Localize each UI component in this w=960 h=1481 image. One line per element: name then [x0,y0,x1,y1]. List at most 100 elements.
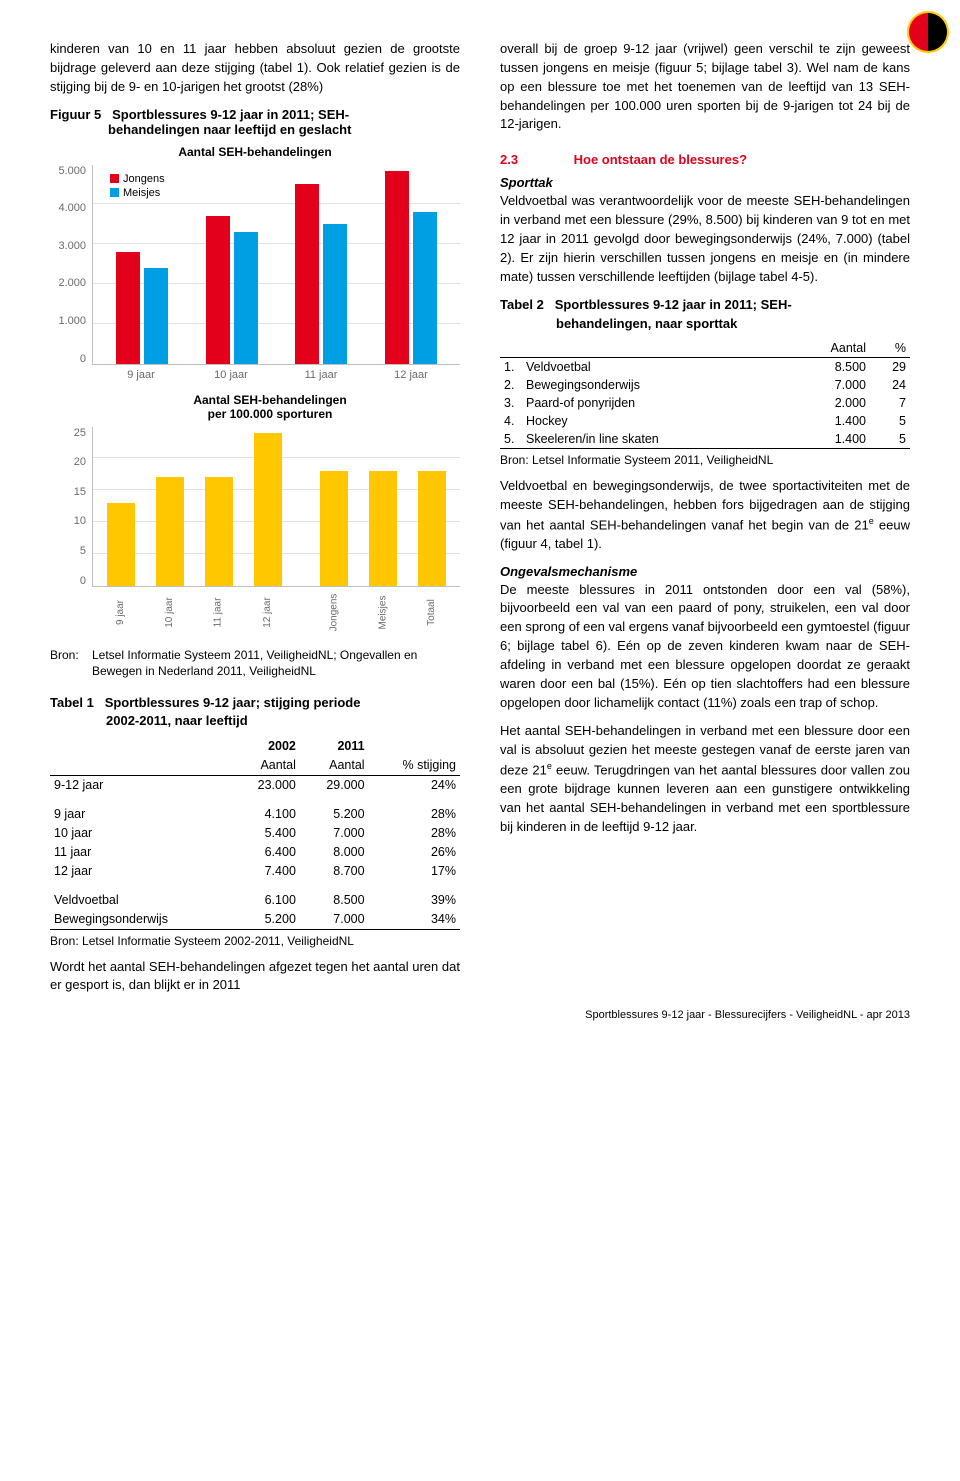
ytick: 5 [80,545,86,557]
bar [295,184,319,363]
figure5-line2: behandelingen naar leeftijd en geslacht [108,122,460,137]
right-p3: Het aantal SEH-behandelingen in verband … [500,722,910,836]
right-p1: overall bij de groep 9-12 jaar (vrijwel)… [500,40,910,134]
table1-footnote: Bron: Letsel Informatie Systeem 2002-201… [50,934,460,948]
intro-paragraph: kinderen van 10 en 11 jaar hebben absolu… [50,40,460,97]
bar [369,471,397,585]
table-row: 3.Paard-of ponyrijden2.0007 [500,394,910,412]
table-row: 11 jaar6.4008.00026% [50,843,460,862]
ytick: 20 [74,456,86,468]
xtick: 11 jaar [276,365,366,381]
ytick: 0 [80,575,86,587]
left-column: kinderen van 10 en 11 jaar hebben absolu… [50,40,460,1005]
brand-logo-icon [906,10,950,54]
closing-paragraph: Wordt het aantal SEH-behandelingen afgez… [50,958,460,996]
bar [205,477,233,585]
bar-group [359,427,408,586]
xtick: 9 jaar [96,587,145,635]
bar-group [194,427,243,586]
bar [144,268,168,364]
chart1-title: Aantal SEH-behandelingen [50,145,460,159]
bar-group [310,427,359,586]
table1-title: Tabel 1 Sportblessures 9-12 jaar; stijgi… [50,694,460,730]
ytick: 0 [80,353,86,365]
table2-title: Tabel 2 Sportblessures 9-12 jaar in 2011… [500,296,910,332]
xtick: Totaal [407,587,456,635]
table-row: 12 jaar7.4008.70017% [50,862,460,881]
table-row: 1.Veldvoetbal8.50029 [500,357,910,376]
ytick: 2.000 [58,277,86,289]
bar [413,212,437,363]
bar [116,252,140,363]
xtick: Jongens [309,587,358,635]
xtick: 10 jaar [145,587,194,635]
bar [156,477,184,585]
table-row: 9-12 jaar23.00029.00024% [50,775,460,795]
figure5-prefix: Figuur 5 [50,107,101,122]
xtick: 12 jaar [243,587,292,635]
bar [234,232,258,363]
bar-group [407,427,456,586]
sporttak-body: Veldvoetbal was verantwoordelijk voor de… [500,192,910,286]
chart1-container: Aantal SEH-behandelingen Jongens Meisjes… [50,145,460,381]
bar [385,171,409,364]
chart1-plot [92,165,460,365]
bron-label: Bron: [50,647,84,681]
bar [323,224,347,363]
xtick: Meisjes [358,587,407,635]
bar [320,471,348,585]
table2-block: Tabel 2 Sportblessures 9-12 jaar in 2011… [500,296,910,466]
table2: Aantal % 1.Veldvoetbal8.500292.Bewegings… [500,339,910,449]
bar-group [277,165,367,364]
chart1-yaxis: 5.000 4.000 3.000 2.000 1.000 0 [50,165,92,365]
section-2-3-head: 2.3 Hoe ontstaan de blessures? [500,152,910,167]
ytick: 1.000 [58,315,86,327]
right-p2: Veldvoetbal en bewegingsonderwijs, de tw… [500,477,910,554]
chart2-xaxis: 9 jaar10 jaar11 jaar12 jaar JongensMeisje… [92,587,460,635]
ytick: 4.000 [58,202,86,214]
table-row: 2.Bewegingsonderwijs7.00024 [500,376,910,394]
table1-block: Tabel 1 Sportblessures 9-12 jaar; stijgi… [50,694,460,947]
bron-text: Letsel Informatie Systeem 2011, Veilighe… [92,647,460,681]
table-row: 4.Hockey1.4005 [500,412,910,430]
chart1-xaxis: 9 jaar10 jaar11 jaar12 jaar [92,365,460,381]
xtick: 9 jaar [96,365,186,381]
sporttak-head: Sporttak [500,175,910,190]
table-row: 10 jaar5.4007.00028% [50,824,460,843]
xtick: 10 jaar [186,365,276,381]
bar-group [243,427,292,586]
figure5-line1: Sportblessures 9-12 jaar in 2011; SEH- [112,107,349,122]
table1: 2002 2011 Aantal Aantal % stijging 9-12 … [50,737,460,930]
table2-footnote: Bron: Letsel Informatie Systeem 2011, Ve… [500,453,910,467]
chart2-yaxis: 25 20 15 10 5 0 [50,427,92,587]
ytick: 15 [74,486,86,498]
bar [206,216,230,363]
right-column: overall bij de groep 9-12 jaar (vrijwel)… [500,40,910,1005]
chart2-title: Aantal SEH-behandelingen per 100.000 spo… [80,393,460,421]
ongevals-body: De meeste blessures in 2011 ontstonden d… [500,581,910,713]
bar-group [187,165,277,364]
bar-group [97,427,146,586]
bar [107,503,135,586]
page-footer: Sportblessures 9-12 jaar - Blessurecijfe… [585,1009,910,1021]
bar [418,471,446,585]
xtick: 12 jaar [366,365,456,381]
ytick: 5.000 [58,165,86,177]
chart2-plot [92,427,460,587]
ytick: 3.000 [58,240,86,252]
bar-group [146,427,195,586]
bar-group [97,165,187,364]
table-row: Bewegingsonderwijs5.2007.00034% [50,910,460,930]
xtick: 11 jaar [194,587,243,635]
ytick: 10 [74,515,86,527]
bron-block: Bron: Letsel Informatie Systeem 2011, Ve… [50,647,460,681]
table-row: 9 jaar4.1005.20028% [50,805,460,824]
ongevals-head: Ongevalsmechanisme [500,564,910,579]
table-row: 5.Skeeleren/in line skaten1.4005 [500,430,910,449]
bar [254,433,282,586]
table-row: Veldvoetbal6.1008.50039% [50,891,460,910]
figure5-title: Figuur 5 Sportblessures 9-12 jaar in 201… [50,107,460,137]
bar-group [366,165,456,364]
chart2-container: Aantal SEH-behandelingen per 100.000 spo… [50,393,460,635]
ytick: 25 [74,427,86,439]
